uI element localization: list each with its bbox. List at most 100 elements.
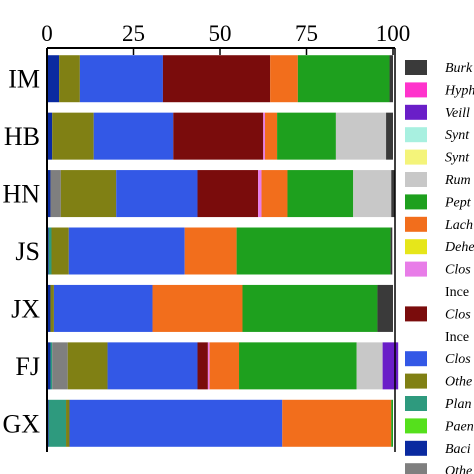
legend-label: Lach [444,218,473,233]
bar-segment-gx-4 [69,399,283,447]
legend-swatch [405,440,427,456]
bar-segment-hn-8 [287,170,354,218]
legend-label: Ince [445,330,469,345]
bar-segment-fj-9 [356,342,383,390]
category-label: GX [2,409,40,438]
legend-swatch [405,82,427,98]
bar-segment-hn-2 [50,170,61,218]
legend-label: Pept [444,195,472,210]
legend-label: Veill [445,106,470,121]
category-label: IM [8,65,40,94]
bar-segment-hn-7 [261,170,288,218]
x-tick-label: 75 [295,21,318,46]
bar-segment-im-4 [79,55,163,103]
legend: Burk Hyph Veill Synt Synt Rum Pept Lach Dehe Clos… [405,60,474,474]
bar-segment-hb-4 [93,112,174,160]
bar-segment-jx-0 [47,284,51,332]
bars-layer [47,55,399,447]
legend-swatch [405,194,427,210]
legend-swatch [405,351,427,367]
bar-segment-hn-0 [47,170,51,218]
x-tick-label: 50 [209,21,232,46]
legend-swatch [405,149,427,165]
category-labels: IM HB HN JS JX FJ GX [2,65,40,439]
category-label: JX [11,294,40,323]
bar-segment-hn-9 [353,170,392,218]
bar-segment-im-8 [297,55,390,103]
bar-segment-gx-1 [48,399,67,447]
bar-segment-fj-7 [209,342,240,390]
bar-segment-js-11 [390,227,393,275]
bar-segment-im-3 [59,55,80,103]
legend-label: Clos [445,307,471,322]
bar-segment-js-1 [48,227,52,275]
x-tick-label: 100 [376,21,411,46]
bar-segment-hn-6 [258,170,262,218]
bar-segment-fj-10 [382,342,399,390]
category-label: HN [2,180,40,209]
bar-segment-hb-9 [335,112,387,160]
bar-segment-hb-8 [277,112,336,160]
legend-swatch [405,373,427,389]
bar-segment-jx-4 [53,284,153,332]
bar-segment-hn-4 [116,170,198,218]
bar-segment-hn-5 [197,170,259,218]
bar-segment-jx-8 [242,284,378,332]
legend-swatch [405,418,427,434]
bar-segment-hb-11 [386,112,393,160]
legend-label: Hyph [444,83,474,98]
legend-label: Baci [445,442,471,457]
legend-swatch [405,104,427,120]
legend-swatch [405,216,427,232]
legend-swatch [405,60,427,75]
legend-label: Clos [445,263,471,278]
category-label: FJ [15,352,40,381]
bar-segment-gx-3 [66,399,70,447]
bar-segment-hb-6 [263,112,265,160]
bar-segment-js-4 [68,227,185,275]
legend-swatch [405,306,427,322]
bar-segment-hn-11 [391,170,395,218]
legend-label: Paen [444,419,474,434]
category-label: HB [4,122,40,151]
legend-label: Plan [444,397,471,412]
legend-label: Rum [444,173,471,188]
legend-swatch [405,127,427,143]
legend-label: Othe [445,464,472,474]
legend-swatch [405,396,427,411]
bar-segment-fj-6 [207,342,210,390]
bar-segment-hn-3 [60,170,117,218]
legend-label: Synt [445,151,470,166]
legend-swatch [405,261,427,277]
legend-label: Synt [445,128,470,143]
legend-label: Ince [445,285,469,300]
bar-segment-hb-5 [173,112,264,160]
bar-segment-fj-3 [67,342,108,390]
bar-segment-gx-7 [282,399,392,447]
bar-segment-jx-11 [377,284,393,332]
bar-segment-fj-2 [52,342,68,390]
bar-segment-fj-0 [47,342,51,390]
bar-segment-js-8 [236,227,391,275]
bar-segment-im-5 [162,55,271,103]
legend-label: Dehe [444,240,474,255]
legend-swatch [405,172,427,187]
x-tick-label: 0 [41,21,53,46]
legend-label: Burk [445,61,473,76]
legend-swatch [405,239,427,255]
bar-segment-fj-5 [197,342,208,390]
bar-segment-fj-1 [50,342,53,390]
bar-segment-js-3 [51,227,69,275]
bar-segment-jx-7 [152,284,243,332]
legend-swatch [405,463,427,474]
bar-segment-js-7 [184,227,237,275]
bar-segment-hb-0 [47,112,53,160]
bar-segment-jx-3 [50,284,54,332]
bar-segment-im-7 [270,55,298,103]
x-tick-label: 25 [122,21,145,46]
bar-segment-im-11 [389,55,393,103]
legend-label: Clos [445,352,471,367]
legend-label: Othe [445,375,472,390]
